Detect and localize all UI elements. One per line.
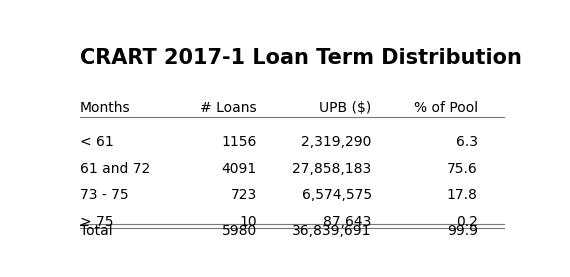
Text: Months: Months <box>80 101 131 115</box>
Text: 61 and 72: 61 and 72 <box>80 162 150 176</box>
Text: 27,858,183: 27,858,183 <box>292 162 372 176</box>
Text: 0.2: 0.2 <box>456 215 478 229</box>
Text: 4091: 4091 <box>222 162 256 176</box>
Text: 10: 10 <box>239 215 256 229</box>
Text: 6,574,575: 6,574,575 <box>302 188 372 202</box>
Text: UPB ($): UPB ($) <box>319 101 372 115</box>
Text: 723: 723 <box>230 188 256 202</box>
Text: CRART 2017-1 Loan Term Distribution: CRART 2017-1 Loan Term Distribution <box>80 48 522 68</box>
Text: 99.9: 99.9 <box>447 224 478 238</box>
Text: Total: Total <box>80 224 113 238</box>
Text: 6.3: 6.3 <box>455 135 478 149</box>
Text: < 61: < 61 <box>80 135 114 149</box>
Text: 2,319,290: 2,319,290 <box>302 135 372 149</box>
Text: 87,643: 87,643 <box>323 215 372 229</box>
Text: 1156: 1156 <box>221 135 256 149</box>
Text: 75.6: 75.6 <box>447 162 478 176</box>
Text: 36,839,691: 36,839,691 <box>292 224 372 238</box>
Text: > 75: > 75 <box>80 215 113 229</box>
Text: 73 - 75: 73 - 75 <box>80 188 129 202</box>
Text: % of Pool: % of Pool <box>414 101 478 115</box>
Text: 17.8: 17.8 <box>447 188 478 202</box>
Text: 5980: 5980 <box>222 224 256 238</box>
Text: # Loans: # Loans <box>200 101 256 115</box>
